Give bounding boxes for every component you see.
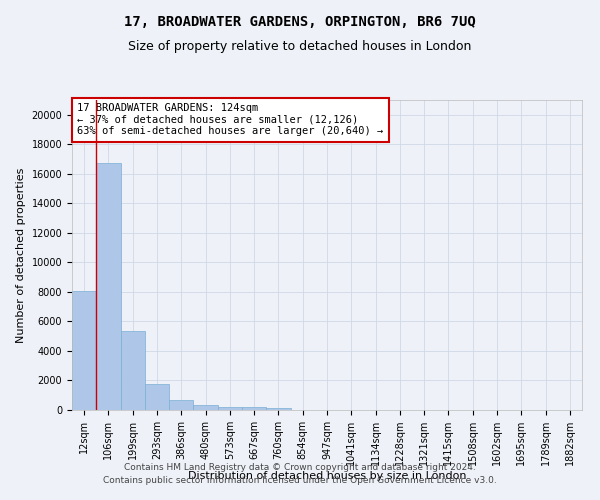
Bar (145, 384, 169, 410)
X-axis label: Distribution of detached houses by size in London: Distribution of detached houses by size … (188, 471, 466, 481)
Bar (96, 164, 121, 410)
Text: Size of property relative to detached houses in London: Size of property relative to detached ho… (128, 40, 472, 53)
Bar (193, 405, 218, 410)
Bar (121, 331, 145, 410)
Bar (242, 408, 266, 410)
Bar (218, 407, 242, 410)
Bar (266, 408, 290, 410)
Bar (169, 400, 193, 410)
Bar (72, 291, 96, 410)
Text: 17 BROADWATER GARDENS: 124sqm
← 37% of detached houses are smaller (12,126)
63% : 17 BROADWATER GARDENS: 124sqm ← 37% of d… (77, 103, 383, 136)
Text: Contains HM Land Registry data © Crown copyright and database right 2024.
Contai: Contains HM Land Registry data © Crown c… (103, 464, 497, 485)
Y-axis label: Number of detached properties: Number of detached properties (16, 168, 26, 342)
Text: 17, BROADWATER GARDENS, ORPINGTON, BR6 7UQ: 17, BROADWATER GARDENS, ORPINGTON, BR6 7… (124, 15, 476, 29)
